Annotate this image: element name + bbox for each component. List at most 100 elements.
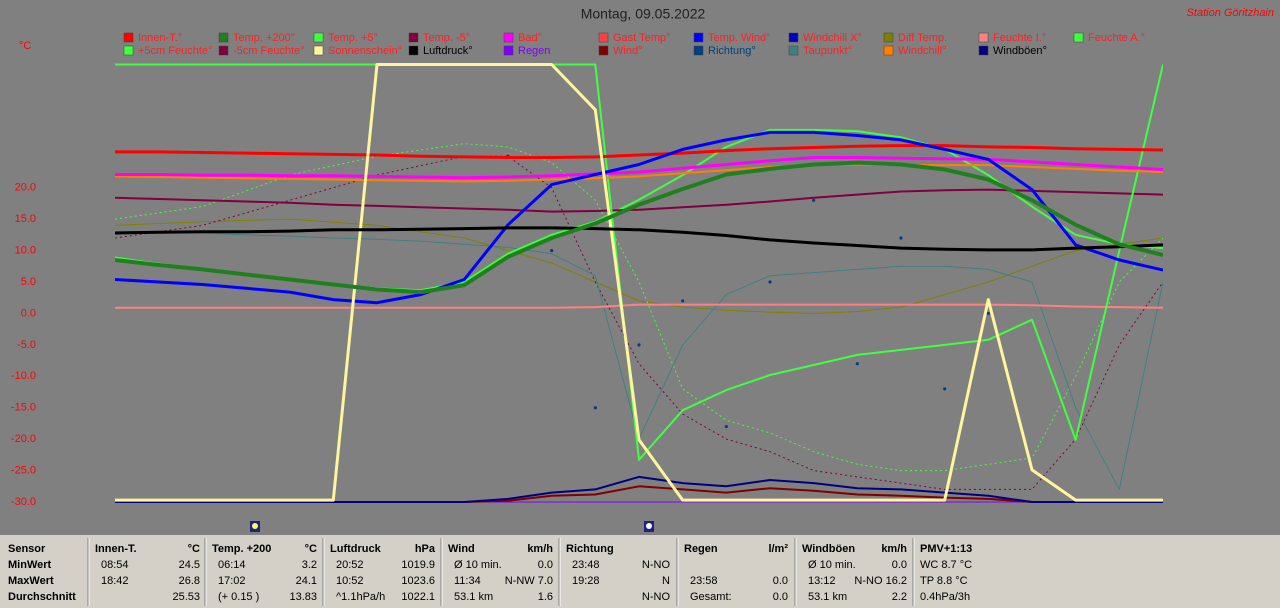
table-row-label: MaxWert	[8, 575, 54, 587]
legend-label: Sonnenschein°	[328, 45, 402, 57]
table-cell: N	[662, 575, 670, 587]
table-row-label: Durchschnitt	[8, 591, 76, 603]
table-unit: °C	[305, 543, 317, 555]
series-line	[115, 226, 1163, 252]
series-line	[115, 218, 1163, 314]
table-cell: 0.0	[892, 559, 907, 571]
table-cell: 25.53	[172, 591, 200, 603]
chart-title: Montag, 09.05.2022	[581, 6, 706, 22]
table-cell: 13:12	[808, 575, 836, 587]
table-cell: 0.0	[773, 591, 788, 603]
table-unit: km/h	[527, 543, 553, 555]
table-cell: N-NO	[642, 591, 671, 603]
table-cell: 0.4hPa/3h	[920, 591, 970, 603]
data-point	[768, 280, 772, 284]
data-point	[943, 387, 947, 391]
series-line	[115, 130, 1163, 305]
table-row-label: MinWert	[8, 559, 52, 571]
table-cell: 18:42	[101, 575, 129, 587]
series-line	[115, 63, 1163, 502]
table-cell: ^1.1hPa/h	[336, 591, 385, 603]
table-cell: 53.1 km	[808, 591, 847, 603]
y-tick-label: -5.0	[17, 339, 36, 351]
table-cell: 11:34	[454, 575, 481, 587]
table-cell: N-NW 7.0	[505, 575, 553, 587]
station-name: Station Göritzhain	[1187, 7, 1274, 19]
series-line	[115, 475, 1163, 503]
legend-label: Luftdruck°	[423, 45, 473, 57]
legend-swatch	[788, 45, 799, 56]
table-cell: 19:28	[572, 575, 600, 587]
legend-swatch	[788, 32, 799, 43]
table-cell: 24.5	[179, 559, 200, 571]
legend-swatch	[978, 45, 989, 56]
legend-label: Wind°	[613, 45, 642, 57]
table-header: Luftdruck	[330, 543, 382, 555]
data-point	[986, 311, 990, 316]
data-point	[855, 362, 859, 366]
table-cell: Gesamt:	[690, 591, 732, 603]
legend-swatch	[123, 32, 134, 43]
legend-label: Temp. Wind°	[708, 32, 770, 44]
series-line	[115, 144, 1163, 159]
legend-swatch	[978, 32, 989, 43]
legend-swatch	[883, 32, 894, 43]
table-cell: 23:48	[572, 559, 600, 571]
table-cell: 23:58	[690, 575, 718, 587]
legend-label: Windböen°	[993, 45, 1047, 57]
table-cell: 2.2	[892, 591, 907, 603]
legend-swatch	[693, 32, 704, 43]
table-header: PMV+1:13	[920, 543, 972, 555]
legend-label: Taupunkt°	[803, 45, 852, 57]
table-cell: 17:02	[218, 575, 246, 587]
table-cell: 0.0	[538, 559, 553, 571]
legend-label: Windchill°	[898, 45, 946, 57]
legend-swatch	[123, 45, 134, 56]
data-point	[899, 236, 903, 240]
table-header: Sensor	[8, 543, 46, 555]
data-point	[593, 406, 597, 410]
table-cell: 06:14	[218, 559, 246, 571]
table-cell: TP 8.8 °C	[920, 575, 968, 587]
table-cell: 13.83	[289, 591, 317, 603]
legend-label: Richtung°	[708, 45, 756, 57]
table-cell: 1022.1	[401, 591, 435, 603]
table-panel	[0, 535, 1280, 608]
series-line	[115, 163, 1163, 183]
y-tick-label: 10.0	[15, 244, 36, 256]
table-header: Wind	[448, 543, 475, 555]
legend-swatch	[408, 32, 419, 43]
table-header: Richtung	[566, 543, 614, 555]
series-line	[115, 63, 1163, 461]
table-cell: 1019.9	[401, 559, 435, 571]
legend-swatch	[313, 32, 324, 43]
legend-label: Regen	[518, 45, 550, 57]
legend-swatch	[1073, 32, 1084, 43]
table-cell: (+ 0.15 )	[218, 591, 259, 603]
series-line	[115, 160, 1163, 295]
table-unit: km/h	[881, 543, 907, 555]
legend-label: Bad°	[518, 32, 542, 44]
table-header: Regen	[684, 543, 718, 555]
data-point	[812, 198, 816, 202]
data-point	[681, 299, 685, 303]
legend-swatch	[503, 32, 514, 43]
table-header: Windböen	[802, 543, 855, 555]
table-cell: N-NO	[642, 559, 671, 571]
legend-label: Temp. -5°	[423, 32, 470, 44]
y-tick-label: 15.0	[15, 213, 36, 225]
y-tick-label: -30.0	[11, 496, 36, 508]
chart-background	[0, 0, 1280, 535]
table-header: Innen-T.	[95, 543, 137, 555]
legend-label: Windchill X°	[803, 32, 862, 44]
y-tick-label: -20.0	[11, 433, 36, 445]
y-unit: °C	[19, 40, 31, 52]
legend-label: Feuchte I.°	[993, 32, 1046, 44]
legend-swatch	[883, 45, 894, 56]
table-cell: 1023.6	[401, 575, 435, 587]
table-header: Temp. +200	[212, 543, 271, 555]
y-tick-label: 0.0	[21, 307, 36, 319]
legend-swatch	[598, 45, 609, 56]
legend-swatch	[313, 45, 324, 56]
